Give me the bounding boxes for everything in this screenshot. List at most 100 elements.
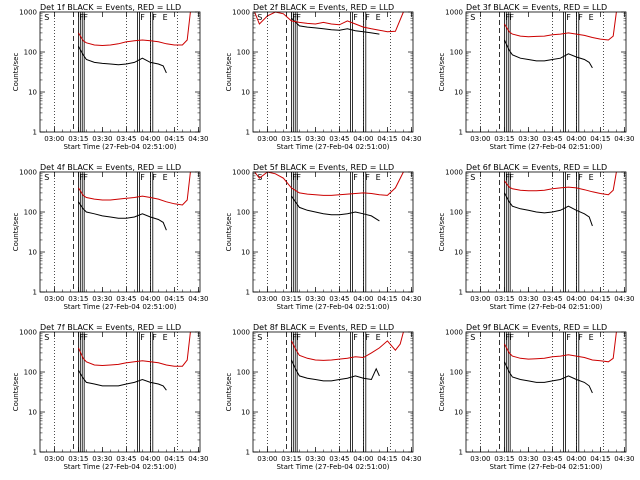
interval-marker-s: S (470, 13, 475, 22)
x-tick-label: 04:15 (590, 135, 610, 143)
y-axis-label: Counts/sec (225, 213, 233, 252)
series-line-events (290, 359, 380, 382)
x-tick-label: 03:00 (44, 295, 64, 303)
interval-marker-f: F (292, 333, 297, 342)
x-tick-label: 04:00 (140, 455, 160, 463)
x-tick-label: 04:15 (377, 295, 397, 303)
plot-frame (465, 331, 627, 453)
x-tick-label: 03:00 (44, 135, 64, 143)
y-tick-label: 10 (241, 89, 250, 97)
x-tick-label: 03:00 (257, 455, 277, 463)
x-tick-label: 03:45 (542, 455, 562, 463)
plot-frame (39, 171, 201, 293)
series-line-events (291, 17, 380, 35)
x-axis-label: Start Time (27-Feb-04 02:51:00) (489, 303, 602, 311)
series-line-events (77, 370, 167, 391)
panel-title: Det 7f BLACK = Events, RED = LLD (40, 323, 181, 332)
series-line-lld (77, 11, 191, 47)
interval-marker-f: F (566, 333, 571, 342)
y-tick-label: 100 (450, 369, 463, 377)
x-tick-label: 04:30 (614, 295, 634, 303)
y-tick-label: 100 (24, 369, 37, 377)
plot-frame (39, 11, 201, 133)
interval-marker-f: F (152, 173, 157, 182)
x-tick-label: 04:30 (188, 135, 208, 143)
y-tick-label: 1000 (232, 9, 250, 17)
y-tick-label: 10 (241, 249, 250, 257)
x-tick-label: 03:15 (494, 295, 514, 303)
x-tick-label: 03:45 (542, 135, 562, 143)
x-axis-label: Start Time (27-Feb-04 02:51:00) (489, 143, 602, 151)
y-tick-label: 1000 (19, 329, 37, 337)
interval-marker-f: F (292, 13, 297, 22)
interval-marker-e: E (589, 173, 594, 182)
interval-marker-f: F (83, 173, 88, 182)
interval-marker-s: S (470, 173, 475, 182)
plot-frame (252, 11, 414, 133)
interval-marker-f: F (79, 13, 84, 22)
y-axis-label: Counts/sec (12, 53, 20, 92)
x-tick-label: 04:15 (164, 295, 184, 303)
interval-marker-s: S (44, 13, 49, 22)
y-tick-label: 1000 (445, 9, 463, 17)
y-tick-label: 10 (28, 409, 37, 417)
interval-marker-e: E (163, 13, 168, 22)
interval-marker-f: F (353, 173, 358, 182)
interval-marker-f: F (140, 333, 145, 342)
interval-marker-e: E (163, 173, 168, 182)
x-tick-label: 03:30 (305, 455, 325, 463)
y-tick-label: 10 (28, 249, 37, 257)
interval-marker-f: F (509, 13, 514, 22)
y-tick-label: 100 (24, 209, 37, 217)
series-line-events (290, 195, 380, 222)
y-tick-label: 1000 (232, 329, 250, 337)
x-tick-label: 03:45 (329, 295, 349, 303)
series-line-lld (254, 11, 404, 33)
y-tick-label: 1000 (19, 9, 37, 17)
y-tick-label: 1000 (19, 169, 37, 177)
interval-marker-e: E (163, 333, 168, 342)
interval-marker-f: F (365, 13, 370, 22)
series-line-events (77, 201, 167, 231)
interval-marker-f: F (79, 333, 84, 342)
plot-frame (39, 331, 201, 453)
y-tick-label: 1 (246, 129, 250, 137)
x-tick-label: 04:00 (566, 455, 586, 463)
interval-marker-f: F (140, 173, 145, 182)
x-tick-label: 04:30 (401, 295, 421, 303)
y-axis-label: Counts/sec (438, 213, 446, 252)
interval-marker-f: F (353, 333, 358, 342)
interval-marker-s: S (470, 333, 475, 342)
interval-marker-f: F (296, 173, 301, 182)
plot-frame (252, 171, 414, 293)
series-line-lld (503, 331, 617, 363)
x-tick-label: 04:15 (377, 455, 397, 463)
y-tick-label: 1000 (445, 169, 463, 177)
interval-marker-f: F (509, 173, 514, 182)
panel-title: Det 1f BLACK = Events, RED = LLD (40, 3, 181, 12)
interval-marker-f: F (353, 13, 358, 22)
panel-title: Det 3f BLACK = Events, RED = LLD (466, 3, 607, 12)
interval-marker-s: S (257, 13, 262, 22)
x-tick-label: 04:00 (566, 295, 586, 303)
y-tick-label: 10 (454, 89, 463, 97)
x-tick-label: 04:30 (401, 455, 421, 463)
x-tick-label: 04:00 (140, 135, 160, 143)
y-tick-label: 1000 (232, 169, 250, 177)
interval-marker-f: F (365, 333, 370, 342)
x-tick-label: 03:00 (257, 135, 277, 143)
x-axis-label: Start Time (27-Feb-04 02:51:00) (276, 143, 389, 151)
y-tick-label: 1 (246, 289, 250, 297)
interval-marker-f: F (83, 333, 88, 342)
x-tick-label: 04:00 (566, 135, 586, 143)
x-axis-label: Start Time (27-Feb-04 02:51:00) (276, 303, 389, 311)
x-tick-label: 03:15 (281, 135, 301, 143)
x-axis-label: Start Time (27-Feb-04 02:51:00) (63, 463, 176, 471)
interval-marker-f: F (578, 13, 583, 22)
y-tick-label: 100 (450, 209, 463, 217)
x-tick-label: 03:45 (542, 295, 562, 303)
